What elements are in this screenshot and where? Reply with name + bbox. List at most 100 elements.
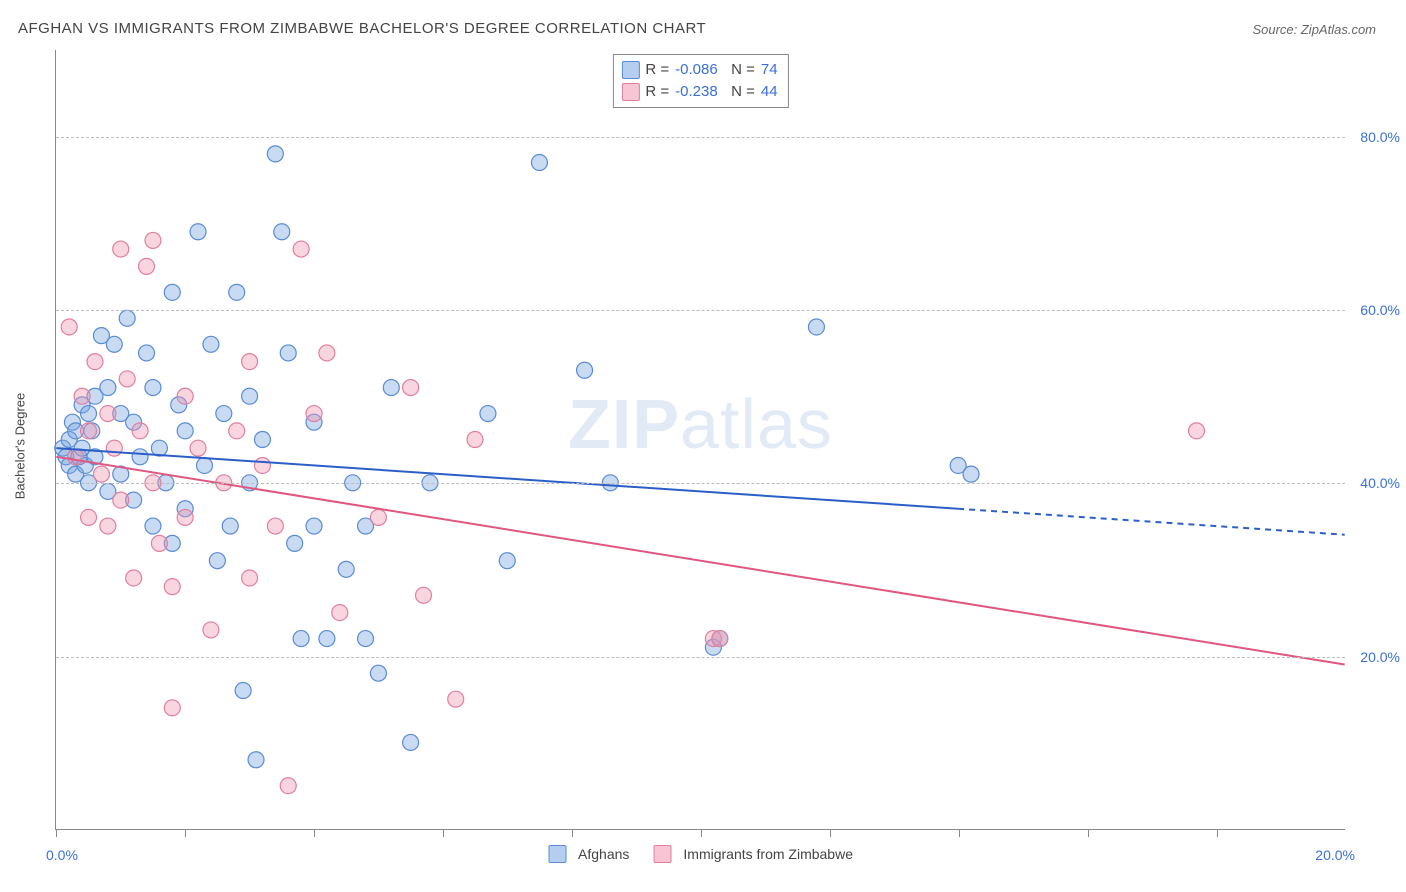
data-point-afghans bbox=[222, 518, 238, 534]
data-point-afghans bbox=[145, 380, 161, 396]
data-point-zimbabwe bbox=[113, 241, 129, 257]
data-point-zimbabwe bbox=[100, 406, 116, 422]
data-point-afghans bbox=[370, 665, 386, 681]
legend-item-afghans: Afghans bbox=[548, 845, 629, 863]
data-point-afghans bbox=[403, 734, 419, 750]
x-tick bbox=[56, 829, 57, 837]
x-tick bbox=[185, 829, 186, 837]
data-point-afghans bbox=[274, 224, 290, 240]
data-point-zimbabwe bbox=[100, 518, 116, 534]
swatch-zimbabwe-icon bbox=[653, 845, 671, 863]
data-point-zimbabwe bbox=[332, 605, 348, 621]
trendline-afghans-extrapolated bbox=[958, 509, 1345, 535]
x-tick bbox=[314, 829, 315, 837]
data-point-afghans bbox=[963, 466, 979, 482]
data-point-zimbabwe bbox=[119, 371, 135, 387]
data-point-afghans bbox=[531, 155, 547, 171]
stats-row-afghans: R = -0.086 N = 74 bbox=[621, 59, 777, 81]
data-point-afghans bbox=[306, 518, 322, 534]
data-point-zimbabwe bbox=[132, 423, 148, 439]
data-point-zimbabwe bbox=[448, 691, 464, 707]
data-point-zimbabwe bbox=[126, 570, 142, 586]
data-point-zimbabwe bbox=[93, 466, 109, 482]
data-point-zimbabwe bbox=[229, 423, 245, 439]
data-point-afghans bbox=[242, 388, 258, 404]
data-point-afghans bbox=[280, 345, 296, 361]
legend-item-zimbabwe: Immigrants from Zimbabwe bbox=[653, 845, 853, 863]
x-tick bbox=[1217, 829, 1218, 837]
swatch-afghans-icon bbox=[621, 61, 639, 79]
chart-svg bbox=[56, 50, 1345, 829]
data-point-zimbabwe bbox=[139, 258, 155, 274]
data-point-zimbabwe bbox=[113, 492, 129, 508]
data-point-afghans bbox=[106, 336, 122, 352]
y-axis-label: 20.0% bbox=[1360, 649, 1400, 665]
data-point-afghans bbox=[177, 423, 193, 439]
data-point-afghans bbox=[190, 224, 206, 240]
data-point-zimbabwe bbox=[61, 319, 77, 335]
data-point-zimbabwe bbox=[68, 449, 84, 465]
data-point-zimbabwe bbox=[254, 457, 270, 473]
gridline bbox=[56, 310, 1345, 311]
data-point-zimbabwe bbox=[242, 354, 258, 370]
data-point-zimbabwe bbox=[306, 406, 322, 422]
x-tick bbox=[443, 829, 444, 837]
data-point-zimbabwe bbox=[319, 345, 335, 361]
data-point-zimbabwe bbox=[177, 388, 193, 404]
gridline bbox=[56, 137, 1345, 138]
data-point-afghans bbox=[119, 310, 135, 326]
data-point-zimbabwe bbox=[177, 509, 193, 525]
plot-area: ZIPatlas R = -0.086 N = 74 R = -0.238 N … bbox=[55, 50, 1345, 830]
data-point-zimbabwe bbox=[81, 423, 97, 439]
data-point-zimbabwe bbox=[164, 579, 180, 595]
x-tick bbox=[1088, 829, 1089, 837]
data-point-afghans bbox=[287, 535, 303, 551]
data-point-afghans bbox=[100, 380, 116, 396]
trendline-zimbabwe bbox=[56, 457, 1344, 665]
data-point-afghans bbox=[81, 406, 97, 422]
data-point-afghans bbox=[808, 319, 824, 335]
data-point-afghans bbox=[229, 284, 245, 300]
data-point-afghans bbox=[293, 631, 309, 647]
data-point-afghans bbox=[196, 457, 212, 473]
data-point-afghans bbox=[267, 146, 283, 162]
x-tick bbox=[701, 829, 702, 837]
gridline bbox=[56, 483, 1345, 484]
data-point-zimbabwe bbox=[370, 509, 386, 525]
y-axis-label: 40.0% bbox=[1360, 475, 1400, 491]
swatch-zimbabwe-icon bbox=[621, 83, 639, 101]
data-point-afghans bbox=[209, 553, 225, 569]
data-point-afghans bbox=[480, 406, 496, 422]
data-point-zimbabwe bbox=[712, 631, 728, 647]
source-attribution: Source: ZipAtlas.com bbox=[1252, 22, 1376, 37]
data-point-afghans bbox=[139, 345, 155, 361]
correlation-stats-box: R = -0.086 N = 74 R = -0.238 N = 44 bbox=[612, 54, 788, 108]
data-point-afghans bbox=[254, 432, 270, 448]
x-axis-max-label: 20.0% bbox=[1315, 847, 1355, 863]
data-point-afghans bbox=[338, 561, 354, 577]
x-axis-min-label: 0.0% bbox=[46, 847, 78, 863]
data-point-zimbabwe bbox=[145, 232, 161, 248]
data-point-zimbabwe bbox=[81, 509, 97, 525]
y-axis-title: Bachelor's Degree bbox=[13, 393, 28, 500]
chart-title: AFGHAN VS IMMIGRANTS FROM ZIMBABWE BACHE… bbox=[18, 20, 706, 37]
data-point-afghans bbox=[132, 449, 148, 465]
data-point-zimbabwe bbox=[106, 440, 122, 456]
y-axis-label: 60.0% bbox=[1360, 302, 1400, 318]
data-point-afghans bbox=[203, 336, 219, 352]
data-point-afghans bbox=[164, 284, 180, 300]
data-point-afghans bbox=[216, 406, 232, 422]
data-point-zimbabwe bbox=[74, 388, 90, 404]
data-point-afghans bbox=[319, 631, 335, 647]
stats-row-zimbabwe: R = -0.238 N = 44 bbox=[621, 81, 777, 103]
swatch-afghans-icon bbox=[548, 845, 566, 863]
series-legend: Afghans Immigrants from Zimbabwe bbox=[548, 845, 853, 863]
x-tick bbox=[830, 829, 831, 837]
data-point-zimbabwe bbox=[203, 622, 219, 638]
x-tick bbox=[572, 829, 573, 837]
data-point-afghans bbox=[383, 380, 399, 396]
data-point-afghans bbox=[248, 752, 264, 768]
data-point-zimbabwe bbox=[416, 587, 432, 603]
x-tick bbox=[959, 829, 960, 837]
data-point-zimbabwe bbox=[267, 518, 283, 534]
